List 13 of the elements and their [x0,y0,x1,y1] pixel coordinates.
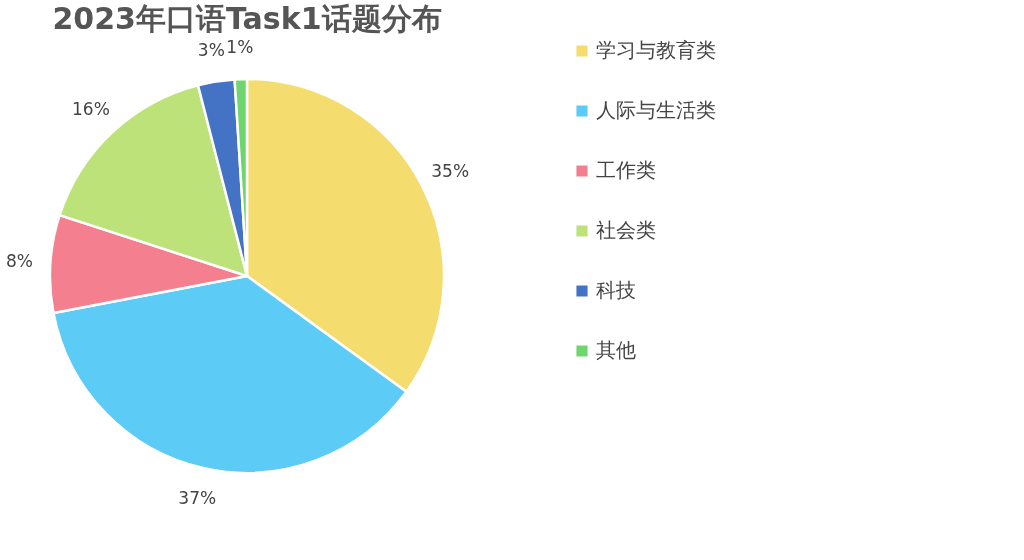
data-label: 35% [431,161,470,182]
data-label: 1% [226,37,254,58]
chart-title: 2023年口语Task1话题分布 [52,1,442,37]
legend-label: 人际与生活类 [596,98,716,122]
data-label: 37% [178,487,217,508]
data-label: 16% [72,98,110,119]
legend-label: 工作类 [596,158,656,182]
legend-label: 学习与教育类 [596,38,716,62]
data-label: 8% [5,250,33,271]
legend-label: 科技 [596,278,636,302]
data-label: 3% [197,39,225,60]
legend-label: 社会类 [596,218,656,242]
legend-label: 其他 [596,338,636,362]
